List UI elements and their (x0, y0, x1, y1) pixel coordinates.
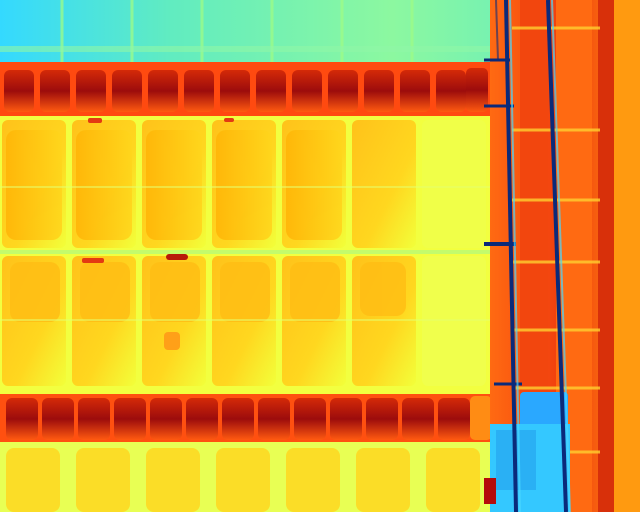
top-panel-row (0, 0, 490, 66)
hot-strip-upper (0, 62, 490, 116)
hot-strip-lower (0, 394, 496, 442)
warm-panel-block (0, 116, 492, 394)
bottom-panel-row (0, 442, 492, 512)
conduit-lines (484, 0, 568, 512)
